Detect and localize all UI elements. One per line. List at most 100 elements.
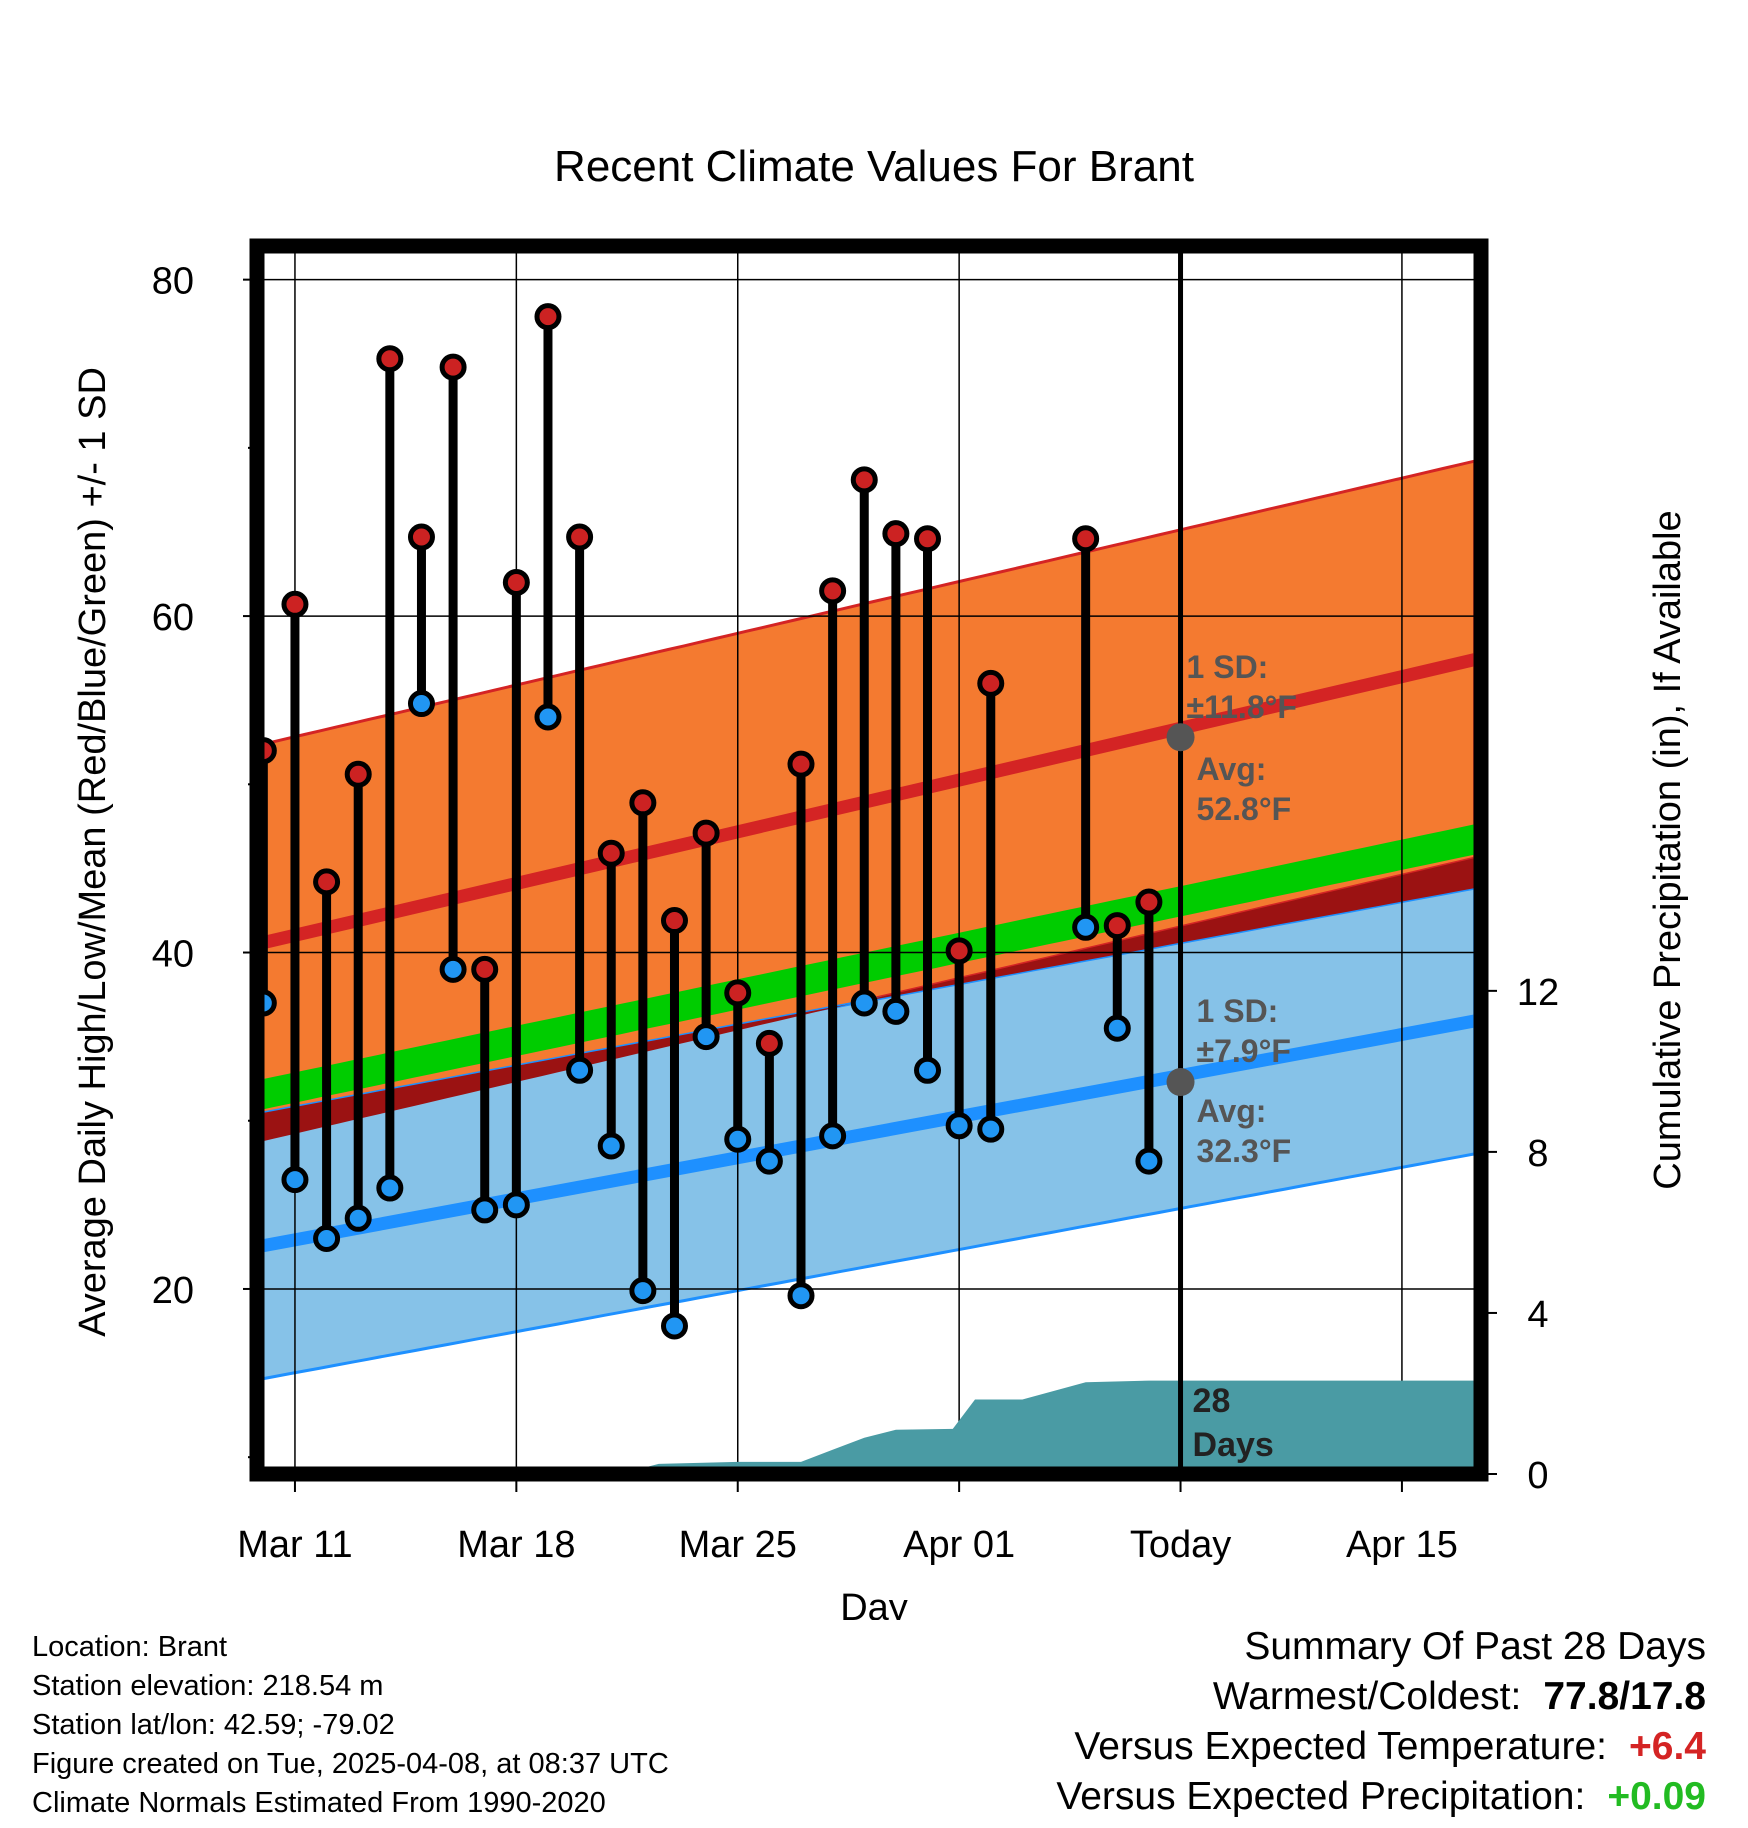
obs-high-point	[755, 1029, 783, 1057]
obs-low-point	[281, 1166, 309, 1194]
temp-value: +6.4	[1629, 1725, 1706, 1768]
obs-high-point	[407, 523, 435, 551]
obs-low-point	[313, 1224, 341, 1252]
climate-chart: Recent Climate Values For Brant 1 SD: ±11…	[72, 142, 1689, 1620]
low-avg-annotation: Avg:	[1197, 1093, 1267, 1129]
obs-high-point	[945, 937, 973, 965]
obs-high-point	[977, 669, 1005, 697]
obs-high-point	[439, 353, 467, 381]
obs-high-point	[597, 839, 625, 867]
obs-high-point	[221, 790, 243, 812]
station-info: Location: Brant Station elevation: 218.5…	[32, 1628, 669, 1823]
warm-cold-row: Warmest/Coldest: 77.8/17.8	[1056, 1672, 1706, 1722]
obs-low-point	[566, 1056, 594, 1084]
obs-low-point	[1135, 1147, 1163, 1175]
high-avg-annotation: 52.8°F	[1197, 791, 1292, 827]
obs-high-point	[850, 466, 878, 494]
y-tick-label-left: 40	[152, 934, 194, 976]
obs-high-point	[629, 789, 657, 817]
obs-low-point	[850, 989, 878, 1017]
warm-cold-value: 77.8/17.8	[1543, 1675, 1706, 1718]
obs-low-point	[221, 1202, 243, 1224]
low-sd-annotation: ±7.9°F	[1197, 1033, 1291, 1069]
obs-low-point	[755, 1147, 783, 1175]
obs-high-point	[1103, 912, 1131, 940]
x-axis-label: Day	[840, 1587, 908, 1620]
obs-high-point	[313, 868, 341, 896]
obs-low-point	[914, 1056, 942, 1084]
today-avg-low-marker	[1166, 1068, 1195, 1097]
y-tick-label-right: 12	[1517, 972, 1559, 1014]
high-sd-annotation: ±11.8°F	[1187, 689, 1297, 725]
obs-high-point	[534, 303, 562, 331]
obs-high-point	[502, 568, 530, 596]
obs-low-point	[882, 997, 910, 1025]
precip-label: Versus Expected Precipitation:	[1056, 1775, 1586, 1818]
obs-low-point	[502, 1191, 530, 1219]
temp-row: Versus Expected Temperature: +6.4	[1056, 1722, 1706, 1772]
obs-high-point	[1072, 525, 1100, 553]
plot-area: 1 SD: ±11.8°F Avg: 52.8°F 1 SD: ±7.9°F Avg: 32.…	[152, 238, 1559, 1566]
y-tick-label-left: 60	[152, 597, 194, 639]
obs-low-point	[724, 1125, 752, 1153]
obs-low-point	[534, 703, 562, 731]
days-annotation: 28	[1193, 1382, 1231, 1420]
obs-low-point	[977, 1115, 1005, 1143]
y-tick-label-right: 4	[1527, 1294, 1548, 1336]
y-axis-right-label: Cumulative Precipitation (in), If Availa…	[1647, 510, 1689, 1189]
obs-high-point	[819, 577, 847, 605]
x-tick-label: Apr 15	[1346, 1524, 1458, 1566]
precip-value: +0.09	[1607, 1775, 1706, 1818]
x-tick-label: Mar 11	[237, 1524, 352, 1566]
avg-high-line	[257, 651, 1481, 951]
avg-low-line	[257, 1013, 1481, 1254]
elevation-text: Station elevation: 218.54 m	[32, 1670, 384, 1702]
obs-low-point	[597, 1132, 625, 1160]
obs-low-point	[1103, 1014, 1131, 1042]
x-tick-label: Today	[1130, 1524, 1231, 1566]
plot-content: 1 SD: ±11.8°F Avg: 52.8°F 1 SD: ±7.9°F Avg: 32.…	[221, 246, 1481, 1474]
obs-low-point	[376, 1174, 404, 1202]
today-avg-high-marker	[1166, 723, 1195, 752]
obs-low-point	[945, 1112, 973, 1140]
obs-high-point	[692, 819, 720, 847]
normals-text: Climate Normals Estimated From 1990-2020	[32, 1787, 606, 1819]
obs-low-point	[344, 1204, 372, 1232]
precip-area	[257, 1380, 1481, 1474]
obs-low-point	[787, 1282, 815, 1310]
location-text: Location: Brant	[32, 1631, 228, 1663]
obs-high-point	[882, 520, 910, 548]
precip-row: Versus Expected Precipitation: +0.09	[1056, 1772, 1706, 1822]
obs-high-point	[471, 955, 499, 983]
obs-high-point	[376, 345, 404, 373]
y-tick-label-right: 8	[1527, 1133, 1548, 1175]
y-tick-label-left: 80	[152, 261, 194, 303]
plot-frame	[249, 238, 1489, 1482]
chart-title: Recent Climate Values For Brant	[554, 142, 1194, 191]
days-annotation: Days	[1193, 1426, 1274, 1464]
summary-heading: Summary Of Past 28 Days	[1244, 1625, 1706, 1668]
created-text: Figure created on Tue, 2025-04-08, at 08…	[32, 1748, 669, 1780]
obs-high-point	[1135, 888, 1163, 916]
obs-low-point	[439, 955, 467, 983]
low-avg-annotation: 32.3°F	[1197, 1133, 1292, 1169]
obs-low-point	[819, 1122, 847, 1150]
x-tick-label: Mar 18	[457, 1524, 575, 1566]
y-axis-left-label: Average Daily High/Low/Mean (Red/Blue/Gr…	[72, 367, 114, 1337]
obs-low-point	[692, 1023, 720, 1051]
obs-low-point	[471, 1196, 499, 1224]
high-sd-annotation: 1 SD:	[1187, 649, 1269, 685]
obs-high-point	[344, 760, 372, 788]
latlon-text: Station lat/lon: 42.59; -79.02	[32, 1709, 395, 1741]
obs-high-point	[566, 523, 594, 551]
obs-high-point	[724, 979, 752, 1007]
obs-low-point	[629, 1277, 657, 1305]
x-tick-label: Apr 01	[903, 1524, 1015, 1566]
obs-low-point	[660, 1312, 688, 1340]
obs-low-point	[407, 690, 435, 718]
obs-high-point	[281, 590, 309, 618]
y-tick-label-right: 0	[1527, 1455, 1548, 1497]
y-tick-label-left: 20	[152, 1270, 194, 1312]
temp-label: Versus Expected Temperature:	[1074, 1725, 1607, 1768]
obs-high-point	[787, 750, 815, 778]
